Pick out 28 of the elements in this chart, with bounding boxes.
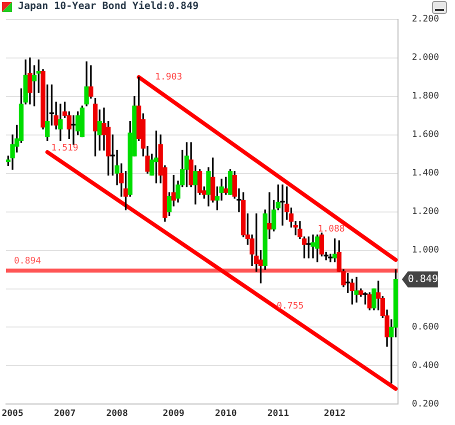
x-tick-label: 2009 xyxy=(162,408,184,419)
candlestick xyxy=(354,276,359,303)
y-tick-label: 0.200 xyxy=(412,400,439,410)
annotation: 0.755 xyxy=(276,301,304,312)
chart-title: Japan 10-Year Bond Yield:0.849 xyxy=(18,1,199,12)
y-tick-label: 2.000 xyxy=(412,53,439,64)
y-tick-label: 0.400 xyxy=(412,361,439,372)
y-tick-label: 2.200 xyxy=(412,14,439,25)
x-tick-label: 2007 xyxy=(54,408,76,419)
y-tick-label: 1.200 xyxy=(412,207,439,218)
x-tick-label: 2008 xyxy=(106,408,128,419)
y-tick-label: 1.600 xyxy=(412,130,439,140)
y-tick-label: 1.000 xyxy=(412,246,439,256)
y-tick-label: 0.600 xyxy=(412,322,439,333)
candlestick xyxy=(310,234,316,258)
annotation: 1.088 xyxy=(318,224,345,234)
ref-line-label: 0.894 xyxy=(14,256,42,267)
x-tick-label: 2011 xyxy=(267,408,289,419)
annotation: 1.519 xyxy=(51,144,78,154)
y-tick-label: 1.400 xyxy=(412,168,439,179)
y-tick-label: 1.800 xyxy=(412,92,439,102)
x-tick-label: 2012 xyxy=(324,408,346,419)
text: 0.849 xyxy=(408,274,438,285)
annotation: 1.903 xyxy=(155,72,182,82)
x-tick-label: 2010 xyxy=(215,408,237,419)
candlestick xyxy=(267,192,272,240)
x-tick-label: 2005 xyxy=(2,408,24,419)
candlestick xyxy=(280,184,285,226)
